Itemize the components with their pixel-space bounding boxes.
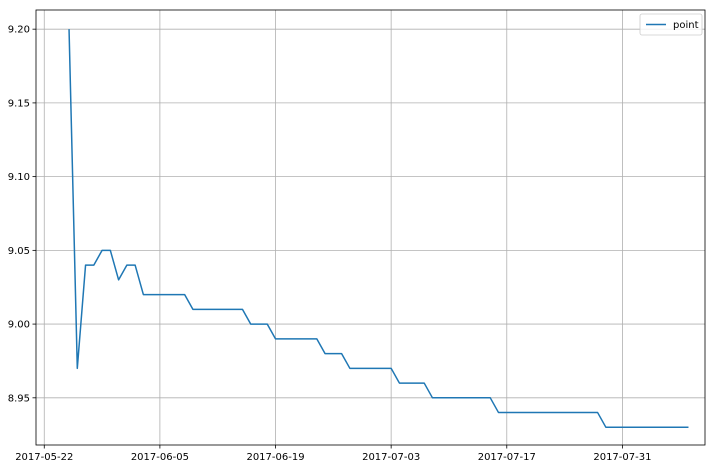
grid-lines <box>36 10 705 445</box>
y-tick-label: 9.20 <box>8 25 30 36</box>
x-tick-label: 2017-06-19 <box>246 452 304 463</box>
x-tick-label: 2017-07-31 <box>593 452 651 463</box>
y-tick-label: 9.15 <box>8 98 30 109</box>
axis-ticks: 2017-05-22 2017-06-05 2017-06-19 2017-07-03… <box>8 25 652 463</box>
plot-frame <box>35 9 706 446</box>
x-tick-label: 2017-06-05 <box>131 452 189 463</box>
y-tick-label: 8.95 <box>8 393 30 404</box>
legend-label-point: point <box>673 20 699 31</box>
x-tick-label: 2017-07-03 <box>362 452 420 463</box>
x-tick-label: 2017-05-22 <box>15 452 73 463</box>
series-line-point <box>68 29 689 429</box>
legend: point <box>639 13 703 36</box>
y-tick-label: 9.05 <box>8 246 30 257</box>
y-tick-label: 9.10 <box>8 172 30 183</box>
series-layer <box>68 29 689 429</box>
x-tick-label: 2017-07-17 <box>478 452 536 463</box>
legend-box <box>639 13 703 36</box>
y-tick-label: 9.00 <box>8 320 30 331</box>
